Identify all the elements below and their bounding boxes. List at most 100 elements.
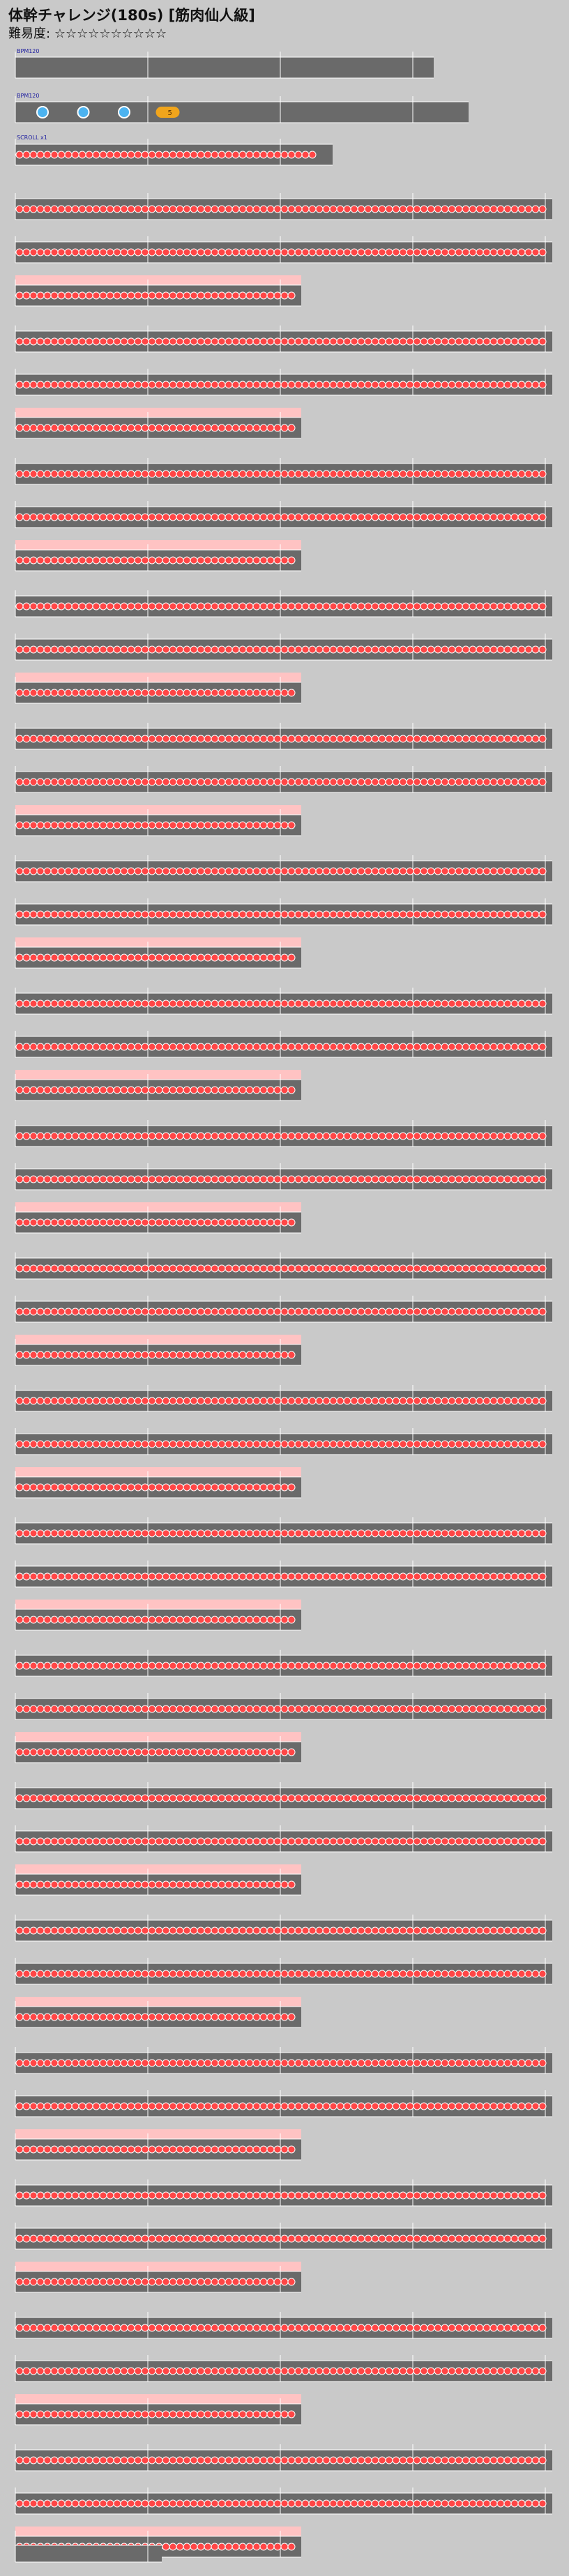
measure-lane-don xyxy=(134,735,142,743)
measure-lane-don xyxy=(427,1132,435,1140)
measure-lane-don xyxy=(469,513,477,521)
measure-lane-don xyxy=(427,2456,435,2464)
measure-lane-don xyxy=(245,337,254,346)
measure-lane-don xyxy=(99,602,107,611)
measure-lane-don xyxy=(455,2059,463,2067)
measure-lane-don xyxy=(538,1970,547,1978)
measure-lane-don xyxy=(57,1572,66,1581)
measure-lane-don xyxy=(524,513,533,521)
measure-lane-don xyxy=(322,1970,331,1978)
measure-lane-don xyxy=(204,1175,212,1183)
measure-lane-don xyxy=(483,381,491,389)
measure-lane-don xyxy=(204,2278,212,2286)
measure-lane-don xyxy=(36,1308,45,1316)
measure-lane-don xyxy=(287,2102,296,2110)
measure-lane-don xyxy=(329,1970,337,1978)
measure-lane-don xyxy=(29,337,38,346)
measure-lane-don xyxy=(85,689,93,697)
measure-lane-don xyxy=(420,778,428,786)
measure-lane-don xyxy=(364,735,372,743)
measure-lane-don xyxy=(57,556,66,565)
measure-lane-don xyxy=(127,248,135,256)
measure-lane-don xyxy=(22,1970,31,1978)
measure-lane-don xyxy=(57,2191,66,2200)
measure-lane-don xyxy=(92,513,100,521)
measure-lane xyxy=(15,1920,552,1941)
measure-lane-don xyxy=(22,1662,31,1670)
measure-lane-don xyxy=(78,1880,86,1889)
measure-lane-don xyxy=(531,2234,540,2243)
measure-lane-don xyxy=(176,1440,184,1448)
measure-lane-don xyxy=(273,2278,282,2286)
measure-lane-don xyxy=(141,1837,149,1846)
measure-lane-don xyxy=(455,2499,463,2508)
measure-lane-don xyxy=(350,735,358,743)
measure-lane-don xyxy=(99,1308,107,1316)
measure-lane-don xyxy=(252,1308,261,1316)
measure-lane-don xyxy=(287,645,296,654)
measure-lane-don xyxy=(176,2234,184,2243)
measure-lane-don xyxy=(364,205,372,213)
measure-lane-don xyxy=(343,778,351,786)
measure-lane-don xyxy=(378,1662,386,1670)
measure-lane-don xyxy=(517,999,526,1008)
measure-lane-don xyxy=(385,602,393,611)
measure-lane-don xyxy=(43,1837,52,1846)
measure-lane-don xyxy=(266,205,275,213)
measure-lane-don xyxy=(259,1264,268,1273)
measure-lane-don xyxy=(350,1794,358,1802)
intro-lane-3-don xyxy=(183,151,191,159)
measure-lane-don xyxy=(225,1218,233,1227)
measure-lane-don xyxy=(371,735,379,743)
measure-lane xyxy=(15,2404,301,2425)
measure-lane-don xyxy=(245,1483,254,1492)
measure-lane-don xyxy=(259,910,268,919)
measure-lane-don xyxy=(357,778,365,786)
measure-lane-don xyxy=(280,1705,289,1713)
measure-lane-don xyxy=(29,2278,38,2286)
measure-lane-don xyxy=(148,1794,156,1802)
measure-lane-don xyxy=(524,248,533,256)
measure-lane-don xyxy=(71,1616,79,1624)
measure-lane-don xyxy=(287,1132,296,1140)
measure-lane-don xyxy=(218,953,226,962)
measure-lane-don xyxy=(280,2456,289,2464)
measure-lane-don xyxy=(280,337,289,346)
measure-lane-don xyxy=(127,2367,135,2375)
measure-lane-don xyxy=(113,470,121,478)
measure-lane-don xyxy=(197,2278,205,2286)
measure-lane-don xyxy=(197,1705,205,1713)
measure-lane-don xyxy=(259,1175,268,1183)
measure-lane-don xyxy=(211,602,219,611)
measure-lane-don xyxy=(392,910,400,919)
measure-lane-don xyxy=(176,2059,184,2067)
measure-lane-don xyxy=(378,1308,386,1316)
measure-lane-don xyxy=(113,999,121,1008)
measure-lane-don xyxy=(36,2543,45,2551)
measure-lane-don xyxy=(476,602,484,611)
measure-lane-don xyxy=(238,381,247,389)
measure-lane-don xyxy=(169,513,177,521)
measure-lane-don xyxy=(162,2499,170,2508)
measure-lane-don xyxy=(455,910,463,919)
measure-lane-don xyxy=(406,2456,414,2464)
measure-lane-don xyxy=(99,513,107,521)
measure-lane-don xyxy=(350,1529,358,1538)
measure-lane-don xyxy=(155,2324,163,2332)
measure-lane-don xyxy=(127,2324,135,2332)
measure-lane-don xyxy=(280,1397,289,1405)
measure-lane xyxy=(15,2185,552,2206)
measure-lane-don xyxy=(134,910,142,919)
measure-lane-don xyxy=(50,2059,59,2067)
measure-lane-don xyxy=(510,470,519,478)
measure-lane-don xyxy=(15,556,24,565)
measure-lane-don xyxy=(15,867,24,875)
measure-lane-don xyxy=(238,513,247,521)
measure-lane-don xyxy=(106,1397,114,1405)
measure-lane-don xyxy=(134,513,142,521)
measure-lane-don xyxy=(496,1175,505,1183)
measure-lane-don xyxy=(462,381,470,389)
measure-lane-don xyxy=(197,2410,205,2418)
measure-lane-don xyxy=(371,1440,379,1448)
